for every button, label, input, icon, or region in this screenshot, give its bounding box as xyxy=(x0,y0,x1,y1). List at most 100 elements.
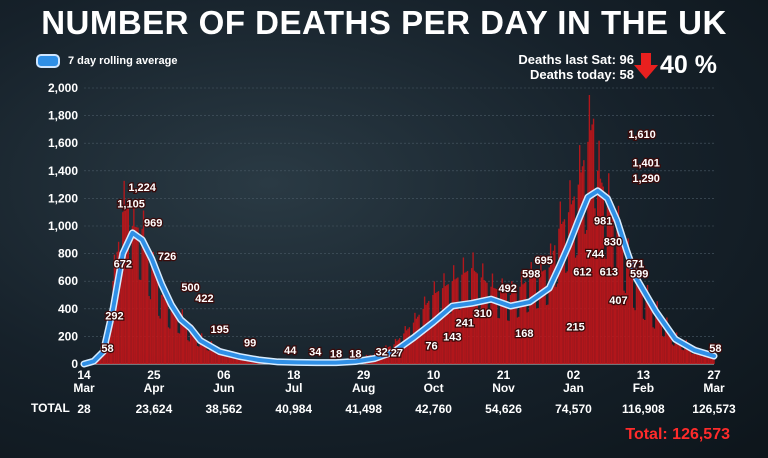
x-tick-month: Feb xyxy=(633,381,654,395)
cumulative-total: 42,760 xyxy=(415,402,452,416)
data-label: 1,290 xyxy=(632,173,660,185)
daily-bar xyxy=(680,339,682,364)
daily-bar xyxy=(148,296,150,364)
daily-bar xyxy=(111,318,113,364)
daily-bar xyxy=(583,160,585,364)
daily-bar xyxy=(577,184,579,364)
data-label: 58 xyxy=(709,343,721,355)
daily-bar xyxy=(592,118,595,364)
daily-bar xyxy=(189,329,192,364)
daily-bar xyxy=(581,166,584,364)
x-tick-month: Mar xyxy=(703,381,725,395)
daily-bar xyxy=(435,293,437,364)
daily-bar xyxy=(450,313,452,364)
daily-bar xyxy=(609,206,611,364)
daily-bar xyxy=(520,271,523,364)
daily-bar xyxy=(140,279,142,364)
daily-bar xyxy=(419,332,422,364)
cumulative-total: 41,498 xyxy=(345,402,382,416)
data-label: 27 xyxy=(391,347,403,359)
daily-bar xyxy=(166,302,168,364)
deaths-today: Deaths today: 58 xyxy=(529,67,634,82)
daily-bar xyxy=(187,340,189,364)
daily-bar xyxy=(597,170,599,364)
data-label: 168 xyxy=(515,328,533,340)
data-label: 695 xyxy=(535,255,553,267)
daily-bar xyxy=(591,124,593,364)
daily-bar xyxy=(232,354,235,364)
y-tick-label: 0 xyxy=(71,357,78,371)
daily-bar xyxy=(700,356,703,364)
daily-bar xyxy=(176,312,178,364)
daily-bar xyxy=(646,284,649,364)
daily-bar xyxy=(219,350,221,364)
daily-bar xyxy=(415,318,417,364)
daily-bar xyxy=(185,323,188,364)
daily-bar xyxy=(692,354,694,364)
daily-bar xyxy=(455,278,458,364)
daily-bar xyxy=(543,270,545,364)
chart-title: NUMBER OF DEATHS PER DAY IN THE UK xyxy=(41,4,727,41)
daily-bar xyxy=(461,274,463,364)
data-label: 241 xyxy=(456,318,474,330)
daily-bar xyxy=(525,281,527,364)
daily-bar xyxy=(558,228,560,364)
daily-bar xyxy=(158,315,160,364)
daily-bar xyxy=(109,324,111,364)
daily-bar xyxy=(464,272,466,364)
cumulative-total: 23,624 xyxy=(136,402,173,416)
daily-bar xyxy=(129,259,131,364)
totals-label: TOTAL xyxy=(31,401,70,415)
daily-bar xyxy=(519,286,521,364)
daily-bar xyxy=(102,350,105,364)
daily-bar xyxy=(195,333,197,364)
daily-bar xyxy=(192,331,195,364)
daily-bar xyxy=(533,276,535,364)
data-label: 58 xyxy=(101,343,113,355)
daily-bar xyxy=(484,281,487,364)
daily-bar xyxy=(120,275,123,364)
daily-bar xyxy=(169,328,171,364)
daily-bar xyxy=(601,182,603,364)
daily-bar xyxy=(526,312,528,364)
daily-bar xyxy=(205,340,207,364)
daily-bar xyxy=(430,322,433,364)
daily-bar xyxy=(619,233,621,364)
legend-label: 7 day rolling average xyxy=(68,55,178,67)
data-label: 407 xyxy=(609,295,627,307)
cumulative-total: 38,562 xyxy=(205,402,242,416)
daily-bar xyxy=(691,353,693,364)
daily-bar xyxy=(479,309,481,364)
daily-bar xyxy=(670,330,672,364)
daily-bar xyxy=(491,273,494,364)
daily-bar xyxy=(156,281,159,364)
daily-bar xyxy=(573,196,575,364)
daily-bar xyxy=(608,173,610,364)
daily-bar xyxy=(448,313,451,364)
daily-bar xyxy=(620,237,622,364)
daily-bar xyxy=(515,290,517,364)
data-label: 726 xyxy=(158,251,176,263)
daily-bar xyxy=(671,344,674,364)
daily-bar xyxy=(635,281,638,364)
y-tick-label: 1,600 xyxy=(48,136,78,150)
daily-bar xyxy=(655,308,657,364)
daily-bar xyxy=(469,305,471,364)
daily-bar xyxy=(594,208,596,364)
data-label: 76 xyxy=(425,341,437,353)
x-tick-day: 02 xyxy=(567,368,581,382)
daily-bar xyxy=(698,350,700,364)
daily-bar xyxy=(710,358,712,364)
daily-bar xyxy=(201,333,203,364)
daily-bar xyxy=(446,285,448,364)
daily-bar xyxy=(498,318,501,364)
daily-bar xyxy=(540,255,542,364)
daily-bar xyxy=(688,345,690,364)
daily-bar xyxy=(170,308,172,364)
y-tick-label: 1,000 xyxy=(48,219,78,233)
x-tick-day: 10 xyxy=(427,368,441,382)
daily-bar xyxy=(451,281,453,364)
rolling-average-line xyxy=(82,188,716,366)
daily-bar xyxy=(228,352,231,364)
daily-bar xyxy=(181,309,183,364)
